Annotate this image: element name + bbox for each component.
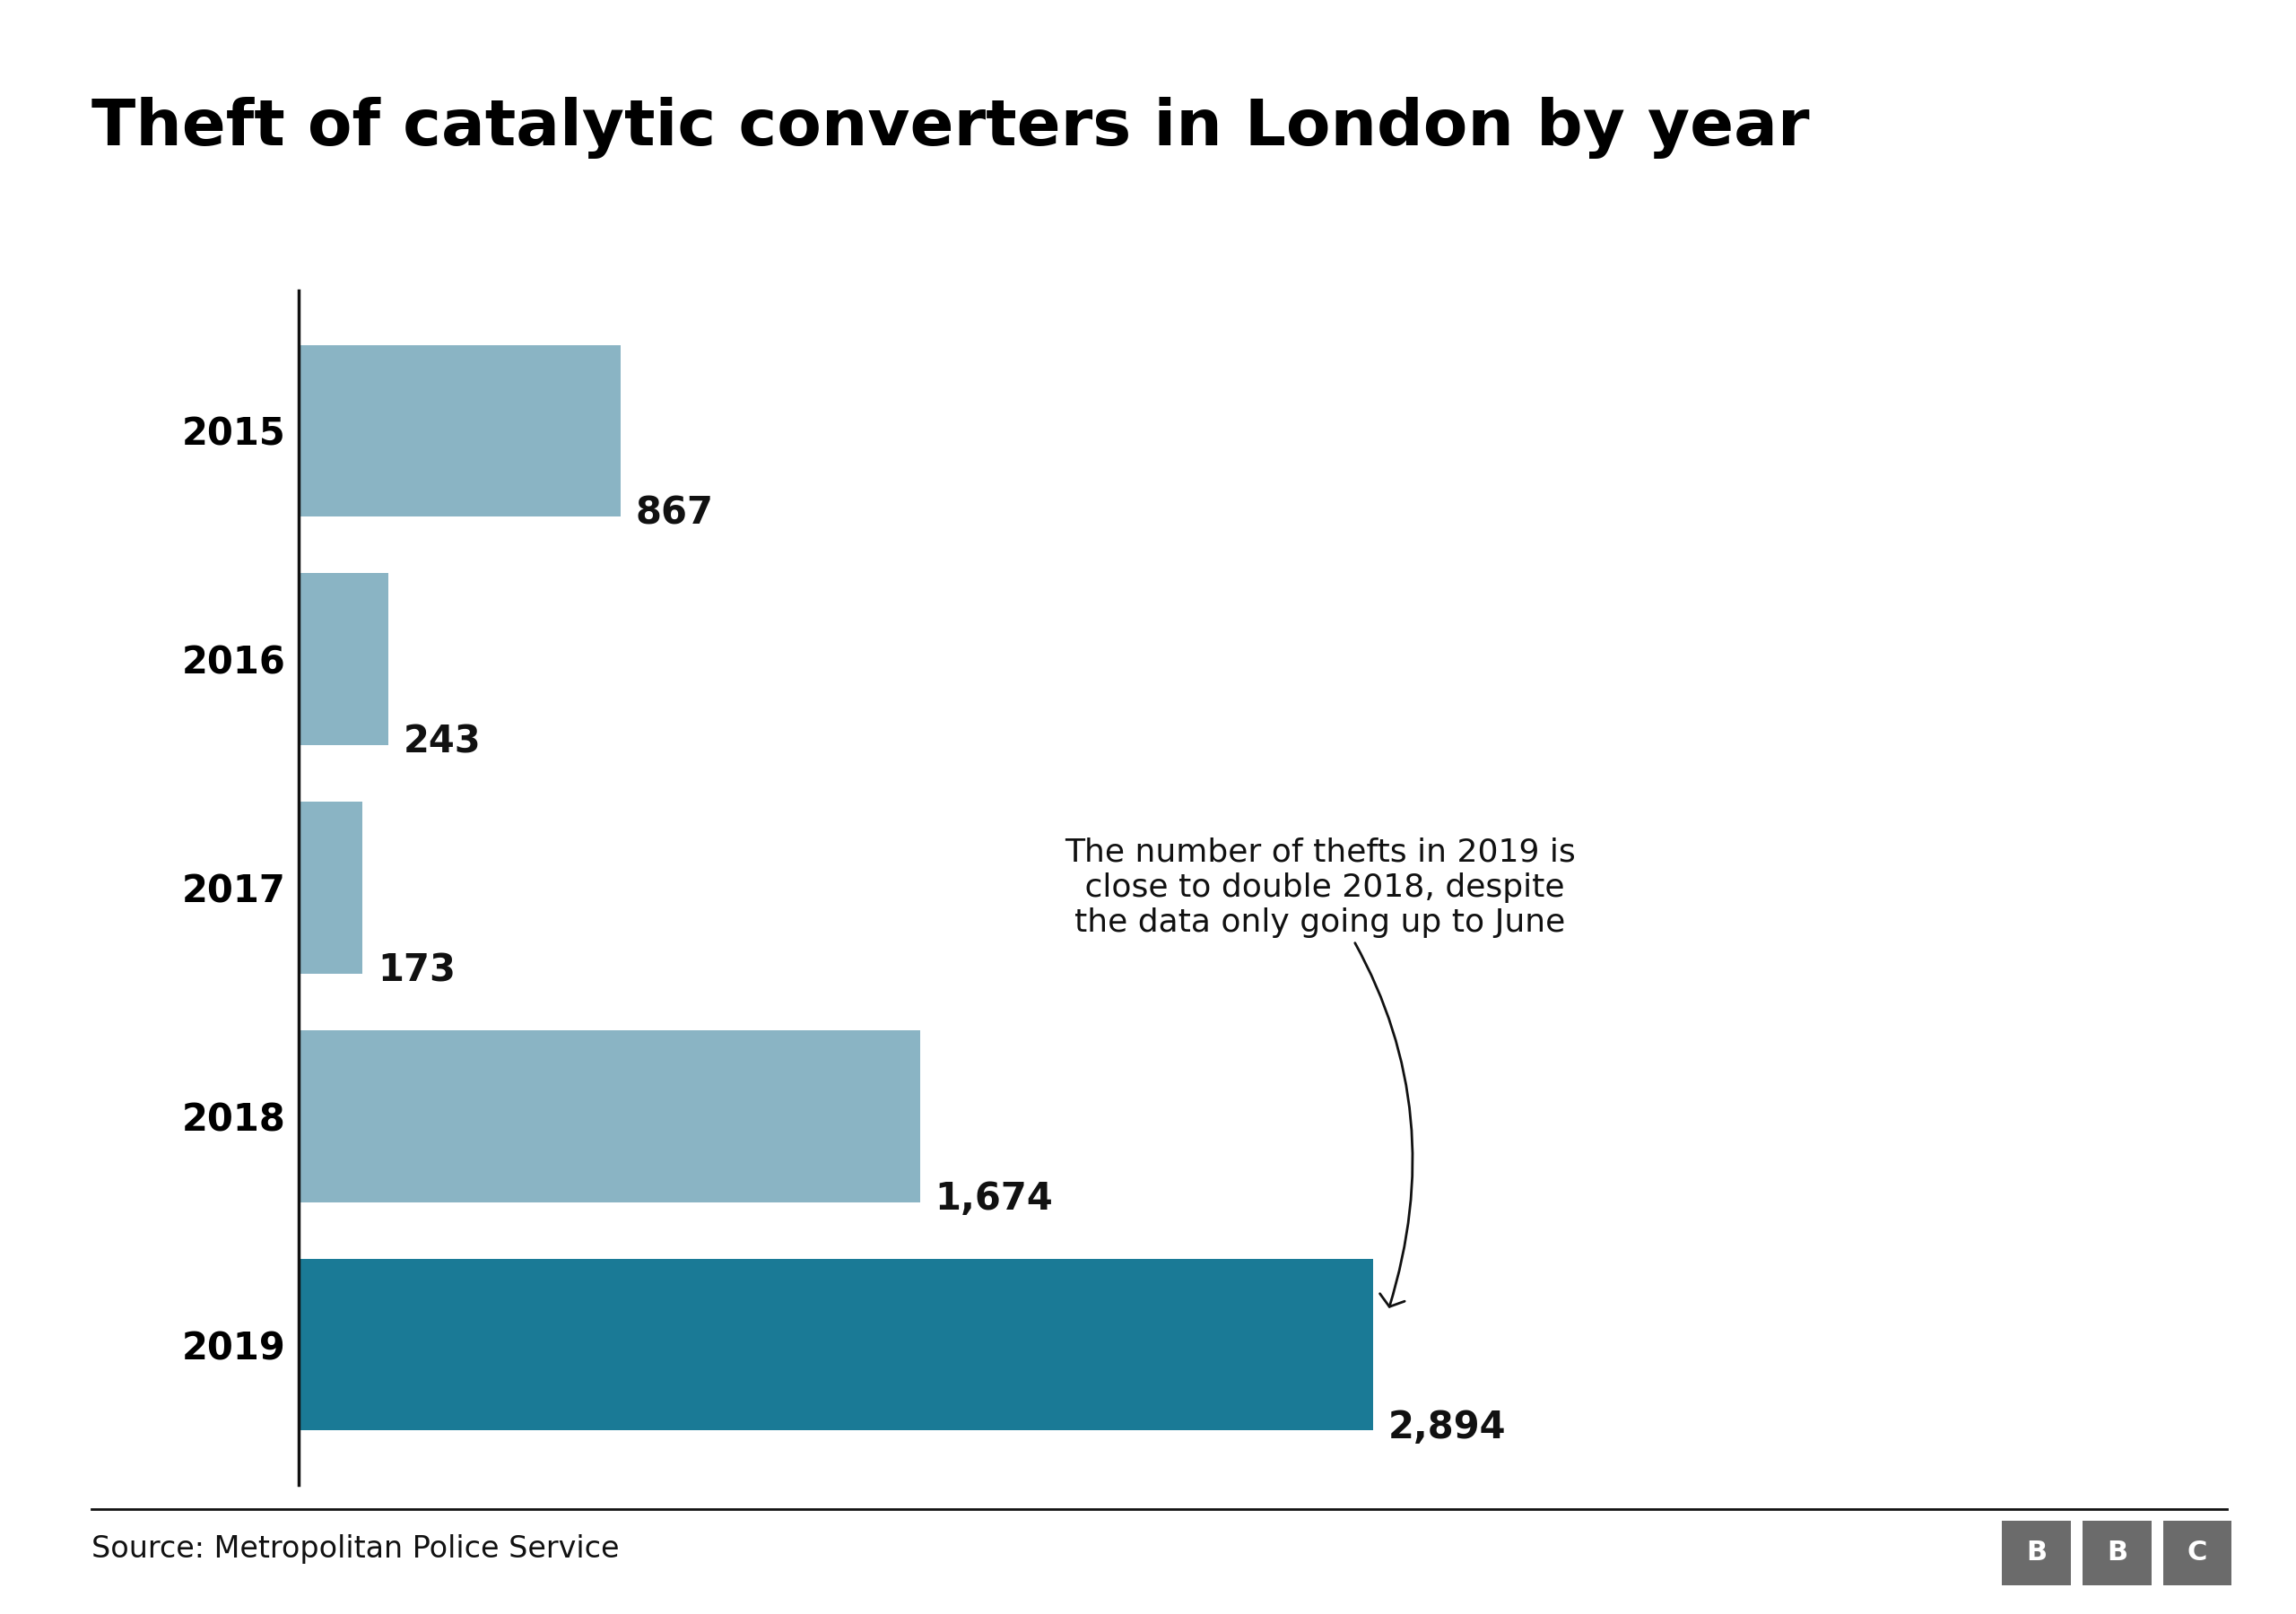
Bar <box>298 1259 1373 1430</box>
Bar <box>298 1031 921 1202</box>
Bar <box>298 573 388 744</box>
Bar <box>298 802 363 973</box>
Text: 2,894: 2,894 <box>1389 1409 1506 1446</box>
Text: B: B <box>2025 1540 2048 1566</box>
Text: Theft of catalytic converters in London by year: Theft of catalytic converters in London … <box>92 97 1809 158</box>
Text: 867: 867 <box>636 494 714 533</box>
Text: C: C <box>2188 1540 2206 1566</box>
Text: Source: Metropolitan Police Service: Source: Metropolitan Police Service <box>92 1535 620 1564</box>
Text: 173: 173 <box>377 952 455 989</box>
Text: 1,674: 1,674 <box>934 1180 1054 1219</box>
Text: The number of thefts in 2019 is
 close to double 2018, despite
the data only goi: The number of thefts in 2019 is close to… <box>1065 838 1575 1307</box>
Bar <box>298 345 620 516</box>
Text: 243: 243 <box>404 723 482 760</box>
Text: B: B <box>2105 1540 2128 1566</box>
